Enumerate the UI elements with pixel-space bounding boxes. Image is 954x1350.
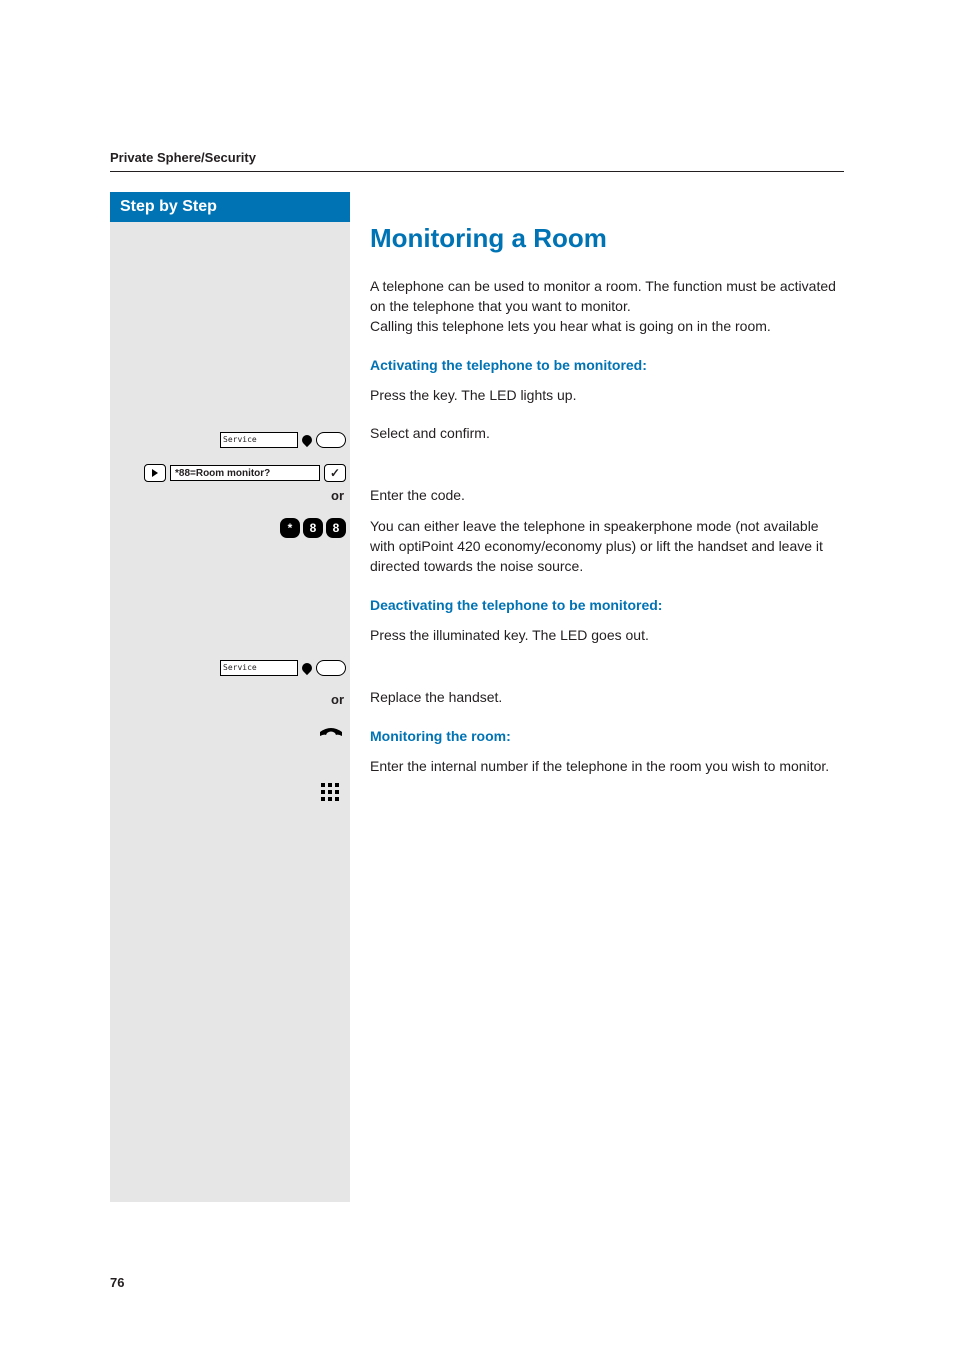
service-key-label: Service (220, 432, 298, 448)
enter-number-line: Enter the internal number if the telepho… (370, 756, 844, 776)
step-by-step-header: Step by Step (110, 192, 350, 222)
key-star[interactable]: * (280, 518, 300, 538)
section-title: Monitoring a Room (370, 220, 844, 258)
right-column: Monitoring a Room A telephone can be use… (350, 192, 844, 794)
subhead-activate: Activating the telephone to be monitored… (370, 355, 844, 375)
or-label-1: or (331, 488, 344, 503)
led-icon-2 (300, 661, 314, 675)
left-column: Step by Step Service *88=Room monitor? ✓… (110, 192, 350, 1202)
select-confirm-line: Select and confirm. (370, 423, 844, 443)
service-key-row-deactivate: Service (220, 660, 346, 676)
subhead-deactivate: Deactivating the telephone to be monitor… (370, 595, 844, 615)
handset-icon (318, 726, 344, 740)
intro-line-2: Calling this telephone lets you hear wha… (370, 318, 771, 334)
subhead-monitor: Monitoring the room: (370, 726, 844, 746)
confirm-button[interactable]: ✓ (324, 464, 346, 482)
feature-key-button-2[interactable] (316, 660, 346, 676)
menu-row: *88=Room monitor? ✓ (144, 464, 346, 482)
keypad-code: * 8 8 (280, 518, 346, 538)
or-label-2: or (331, 692, 344, 707)
intro-line-1: A telephone can be used to monitor a roo… (370, 278, 836, 314)
intro-paragraph: A telephone can be used to monitor a roo… (370, 276, 844, 337)
page-number: 76 (110, 1275, 124, 1290)
press-illuminated-line: Press the illuminated key. The LED goes … (370, 625, 844, 645)
led-icon (300, 433, 314, 447)
key-8b[interactable]: 8 (326, 518, 346, 538)
press-key-line: Press the key. The LED lights up. (370, 385, 844, 405)
display-menu-item: *88=Room monitor? (170, 465, 320, 481)
page: Private Sphere/Security Step by Step Ser… (0, 0, 954, 1350)
feature-key-button[interactable] (316, 432, 346, 448)
speaker-note: You can either leave the telephone in sp… (370, 516, 844, 577)
check-icon: ✓ (330, 466, 340, 480)
running-head: Private Sphere/Security (110, 150, 844, 165)
replace-handset-line: Replace the handset. (370, 687, 844, 707)
header-rule (110, 171, 844, 172)
columns: Step by Step Service *88=Room monitor? ✓… (110, 192, 844, 1202)
scroll-next-button[interactable] (144, 464, 166, 482)
service-key-row: Service (220, 432, 346, 448)
dialpad-icon (320, 782, 340, 802)
service-key-label-2: Service (220, 660, 298, 676)
step-body: Service *88=Room monitor? ✓ or * 8 8 (110, 222, 350, 1202)
enter-code-line: Enter the code. (370, 485, 844, 505)
key-8[interactable]: 8 (303, 518, 323, 538)
